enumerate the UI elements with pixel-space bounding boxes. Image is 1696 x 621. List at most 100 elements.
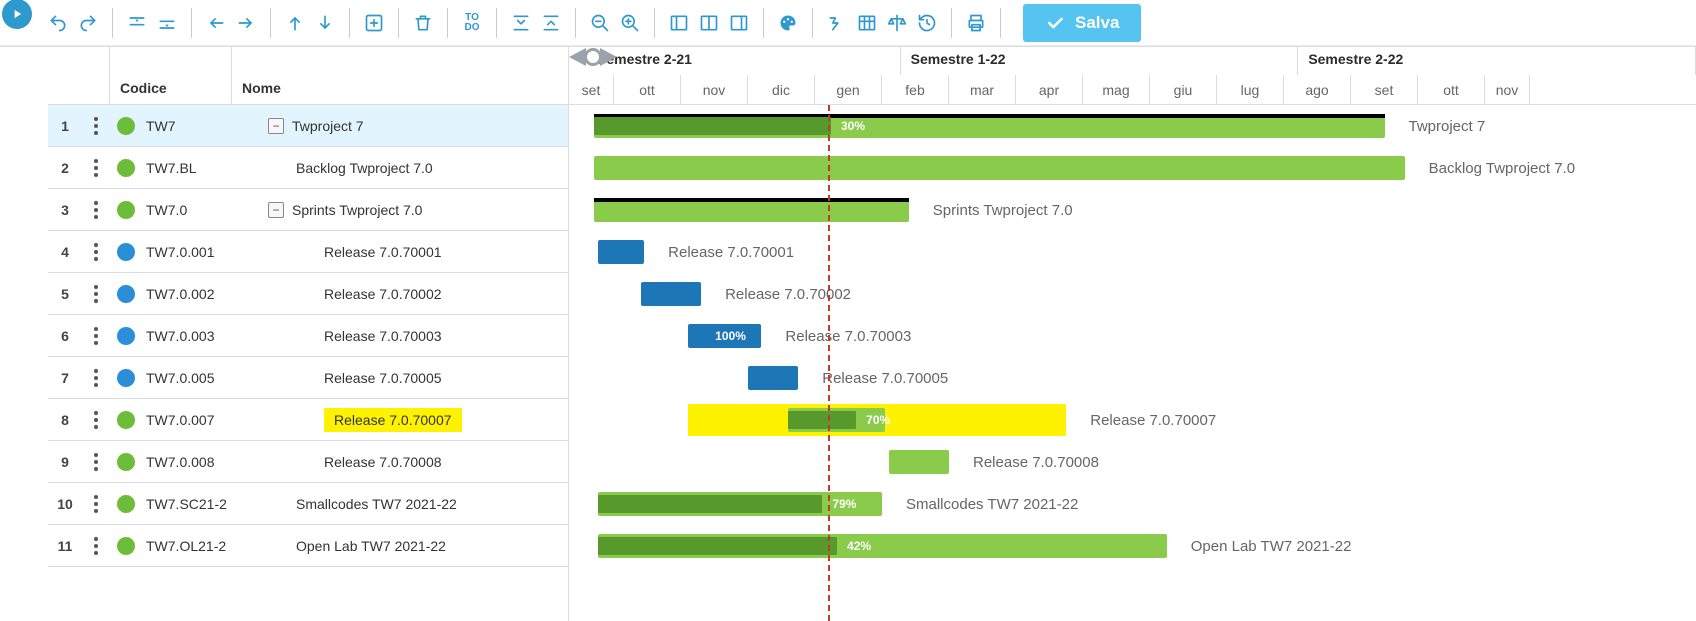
critical-path-icon[interactable] bbox=[823, 9, 851, 37]
bar-label: Release 7.0.70007 bbox=[1090, 399, 1216, 441]
gantt-bar[interactable]: 79% bbox=[598, 492, 882, 516]
semester-label: Semestre 1-22 bbox=[901, 47, 1299, 75]
collapse-all-icon[interactable] bbox=[507, 9, 535, 37]
progress-label: 100% bbox=[715, 329, 746, 343]
gantt-bar[interactable] bbox=[889, 450, 949, 474]
table-row[interactable]: 11TW7.OL21-2Open Lab TW7 2021-22 bbox=[48, 525, 568, 567]
row-menu-icon[interactable] bbox=[82, 495, 110, 513]
row-code: TW7.0.002 bbox=[142, 286, 264, 302]
expand-all-icon[interactable] bbox=[537, 9, 565, 37]
redo-icon[interactable] bbox=[74, 9, 102, 37]
gantt-bar[interactable] bbox=[748, 366, 798, 390]
status-dot bbox=[117, 201, 135, 219]
gantt-bar[interactable]: 70% bbox=[788, 408, 885, 432]
month-label: mag bbox=[1083, 75, 1150, 105]
gantt-bar[interactable] bbox=[641, 282, 701, 306]
row-code: TW7.0.003 bbox=[142, 328, 264, 344]
gantt-bar[interactable] bbox=[594, 156, 1405, 180]
gantt-row: Sprints Twproject 7.0 bbox=[569, 189, 1696, 231]
outdent-icon[interactable] bbox=[202, 9, 230, 37]
month-label: ago bbox=[1284, 75, 1351, 105]
month-label: feb bbox=[882, 75, 949, 105]
table-row[interactable]: 5TW7.0.002Release 7.0.70002 bbox=[48, 273, 568, 315]
add-task-icon[interactable] bbox=[360, 9, 388, 37]
zoom-out-icon[interactable] bbox=[586, 9, 614, 37]
balance-icon[interactable] bbox=[883, 9, 911, 37]
timeline-header: Semestre 2-21Semestre 1-22Semestre 2-22 … bbox=[569, 47, 1696, 105]
view-split-icon[interactable] bbox=[695, 9, 723, 37]
table-row[interactable]: 1TW7−Twproject 7 bbox=[48, 105, 568, 147]
col-code[interactable]: Codice bbox=[110, 47, 232, 104]
table-row[interactable]: 7TW7.0.005Release 7.0.70005 bbox=[48, 357, 568, 399]
row-number: 5 bbox=[48, 286, 82, 302]
row-name: Release 7.0.70005 bbox=[324, 370, 442, 386]
history-icon[interactable] bbox=[913, 9, 941, 37]
month-label: nov bbox=[681, 75, 748, 105]
table-row[interactable]: 10TW7.SC21-2Smallcodes TW7 2021-22 bbox=[48, 483, 568, 525]
row-number: 11 bbox=[48, 538, 82, 554]
gantt-bar[interactable]: 30% bbox=[594, 114, 1385, 138]
indent-icon[interactable] bbox=[232, 9, 260, 37]
baseline-icon[interactable] bbox=[853, 9, 881, 37]
row-menu-icon[interactable] bbox=[82, 453, 110, 471]
view-left-icon[interactable] bbox=[665, 9, 693, 37]
bar-label: Release 7.0.70005 bbox=[822, 357, 948, 399]
row-menu-icon[interactable] bbox=[82, 243, 110, 261]
row-number: 1 bbox=[48, 118, 82, 134]
row-menu-icon[interactable] bbox=[82, 201, 110, 219]
gantt-bar[interactable]: 100% bbox=[688, 324, 762, 348]
month-label: ott bbox=[614, 75, 681, 105]
collapse-icon[interactable]: − bbox=[268, 202, 284, 218]
month-label: set bbox=[1351, 75, 1418, 105]
progress-label: 70% bbox=[866, 413, 890, 427]
gantt-bar[interactable]: 42% bbox=[598, 534, 1167, 558]
row-menu-icon[interactable] bbox=[82, 117, 110, 135]
row-code: TW7 bbox=[142, 118, 264, 134]
move-up-icon[interactable] bbox=[281, 9, 309, 37]
month-label: mar bbox=[949, 75, 1016, 105]
gantt-row: 42%Open Lab TW7 2021-22 bbox=[569, 525, 1696, 567]
view-right-icon[interactable] bbox=[725, 9, 753, 37]
start-icon[interactable] bbox=[2, 0, 32, 29]
splitter-left-icon bbox=[569, 48, 586, 66]
table-row[interactable]: 3TW7.0−Sprints Twproject 7.0 bbox=[48, 189, 568, 231]
row-menu-icon[interactable] bbox=[82, 327, 110, 345]
row-menu-icon[interactable] bbox=[82, 159, 110, 177]
palette-icon[interactable] bbox=[774, 9, 802, 37]
insert-below-icon[interactable] bbox=[153, 9, 181, 37]
table-row[interactable]: 9TW7.0.008Release 7.0.70008 bbox=[48, 441, 568, 483]
splitter-handle[interactable] bbox=[569, 47, 617, 67]
left-pane: Codice Nome 1TW7−Twproject 72TW7.BLBackl… bbox=[48, 47, 569, 621]
row-menu-icon[interactable] bbox=[82, 369, 110, 387]
gantt-bar[interactable] bbox=[594, 198, 909, 222]
progress-fill bbox=[598, 537, 837, 555]
print-icon[interactable] bbox=[962, 9, 990, 37]
row-menu-icon[interactable] bbox=[82, 537, 110, 555]
undo-icon[interactable] bbox=[44, 9, 72, 37]
bar-topline bbox=[594, 198, 909, 202]
toolbar: TO DO Salva bbox=[0, 0, 1696, 46]
move-down-icon[interactable] bbox=[311, 9, 339, 37]
gantt-row: 70% Release 7.0.70007 bbox=[569, 399, 1696, 441]
bar-label: Backlog Twproject 7.0 bbox=[1429, 147, 1575, 189]
table-row[interactable]: 6TW7.0.003Release 7.0.70003 bbox=[48, 315, 568, 357]
save-button[interactable]: Salva bbox=[1023, 4, 1141, 42]
status-dot bbox=[117, 411, 135, 429]
table-row[interactable]: 2TW7.BLBacklog Twproject 7.0 bbox=[48, 147, 568, 189]
bar-label: Release 7.0.70001 bbox=[668, 231, 794, 273]
gantt-bar[interactable] bbox=[598, 240, 644, 264]
zoom-in-icon[interactable] bbox=[616, 9, 644, 37]
gantt-row: Release 7.0.70008 bbox=[569, 441, 1696, 483]
insert-above-icon[interactable] bbox=[123, 9, 151, 37]
delete-icon[interactable] bbox=[409, 9, 437, 37]
row-name: Release 7.0.70007 bbox=[324, 408, 462, 432]
month-label: dic bbox=[748, 75, 815, 105]
row-menu-icon[interactable] bbox=[82, 411, 110, 429]
table-row[interactable]: 4TW7.0.001Release 7.0.70001 bbox=[48, 231, 568, 273]
row-code: TW7.BL bbox=[142, 160, 264, 176]
row-menu-icon[interactable] bbox=[82, 285, 110, 303]
todo-icon[interactable]: TO DO bbox=[458, 9, 486, 37]
table-row[interactable]: 8TW7.0.007Release 7.0.70007 bbox=[48, 399, 568, 441]
collapse-icon[interactable]: − bbox=[268, 118, 284, 134]
col-name[interactable]: Nome bbox=[232, 47, 568, 104]
